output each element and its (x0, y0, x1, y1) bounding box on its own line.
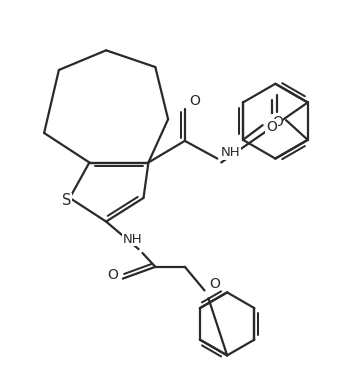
Text: O: O (266, 120, 277, 134)
Text: S: S (62, 194, 72, 208)
Text: O: O (272, 115, 283, 129)
Text: NH: NH (220, 146, 240, 159)
Text: O: O (209, 277, 220, 291)
Text: NH: NH (123, 233, 142, 246)
Text: O: O (189, 94, 200, 108)
Text: O: O (107, 268, 118, 282)
